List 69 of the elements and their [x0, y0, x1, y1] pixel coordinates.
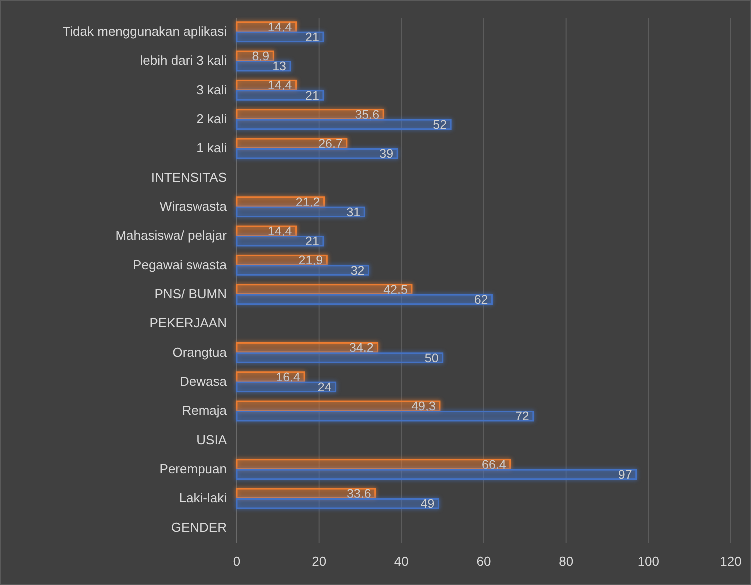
data-label: 52 — [433, 118, 448, 132]
x-tick-label: 20 — [312, 554, 327, 569]
bar — [236, 265, 370, 276]
data-label: 32 — [350, 264, 365, 278]
data-label: 33,6 — [346, 486, 372, 501]
data-label: 62 — [474, 292, 488, 307]
y-tick-label: 2 kali — [196, 112, 228, 127]
bar — [236, 236, 324, 247]
data-label: 50 — [424, 351, 439, 366]
y-tick-label: Tidak menggunakan aplikasi — [62, 24, 228, 40]
data-label: 26,7 — [318, 136, 343, 151]
data-label: 21 — [306, 234, 320, 249]
bar — [236, 459, 512, 470]
data-label: 24 — [318, 380, 332, 394]
data-label: 39 — [380, 147, 394, 162]
y-tick-label: Dewasa — [180, 374, 228, 390]
y-tick-label: INTENSITAS — [151, 170, 228, 185]
y-tick-label: Laki-laki — [179, 490, 228, 506]
y-tick-label: 3 kali — [196, 82, 228, 98]
data-label: 49 — [420, 497, 435, 512]
x-tick-label: 0 — [233, 554, 241, 569]
data-label: 16,4 — [276, 370, 301, 384]
data-label: 34,2 — [349, 341, 374, 356]
x-tick-label: 80 — [559, 554, 574, 569]
y-tick-label: PEKERJAAN — [150, 316, 227, 331]
data-label: 97 — [618, 468, 632, 482]
y-tick-label: Pegawai swasta — [133, 257, 228, 272]
bar — [236, 32, 324, 43]
data-label: 14,4 — [268, 20, 292, 34]
data-label: 42,5 — [384, 282, 408, 297]
bar — [236, 352, 444, 364]
bar — [236, 90, 324, 101]
bar — [236, 382, 337, 393]
data-label: 13 — [272, 60, 287, 74]
bar — [236, 411, 534, 422]
bar — [236, 206, 366, 218]
bar — [236, 498, 440, 510]
bar — [236, 294, 493, 306]
x-tick-label: 40 — [394, 554, 409, 569]
y-tick-label: USIA — [196, 432, 228, 448]
bar — [236, 119, 452, 130]
data-label: 14,4 — [268, 224, 292, 238]
data-label: 35,6 — [355, 108, 380, 122]
y-tick-label: Perempuan — [160, 462, 227, 477]
data-label: 72 — [515, 410, 530, 424]
x-tick-label: 100 — [638, 554, 660, 569]
bar — [236, 109, 384, 120]
bar — [236, 148, 398, 160]
data-label: 21,2 — [296, 195, 320, 210]
y-tick-label: GENDER — [171, 520, 227, 535]
data-label: 21,9 — [298, 254, 324, 268]
data-label: 21 — [306, 88, 320, 103]
y-tick-label: lebih dari 3 kali — [140, 53, 228, 68]
y-tick-label: Wiraswasta — [160, 199, 228, 214]
bar — [236, 284, 413, 295]
data-label: 14,4 — [268, 78, 292, 93]
data-label: 66,4 — [482, 458, 506, 472]
y-tick-label: Mahasiswa/ pelajar — [116, 228, 228, 244]
data-label: 8,9 — [252, 49, 270, 64]
y-tick-label: Remaja — [182, 403, 228, 418]
data-label: 21 — [306, 30, 320, 44]
data-label: 49,3 — [412, 399, 436, 414]
y-tick-label: Orangtua — [172, 344, 228, 360]
bar — [236, 469, 638, 480]
y-tick-label: 1 kali — [196, 140, 228, 156]
x-tick-label: 120 — [720, 554, 742, 569]
y-tick-label: PNS/ BUMN — [154, 286, 227, 302]
x-tick-label: 60 — [476, 554, 492, 569]
data-label: 31 — [346, 205, 361, 220]
